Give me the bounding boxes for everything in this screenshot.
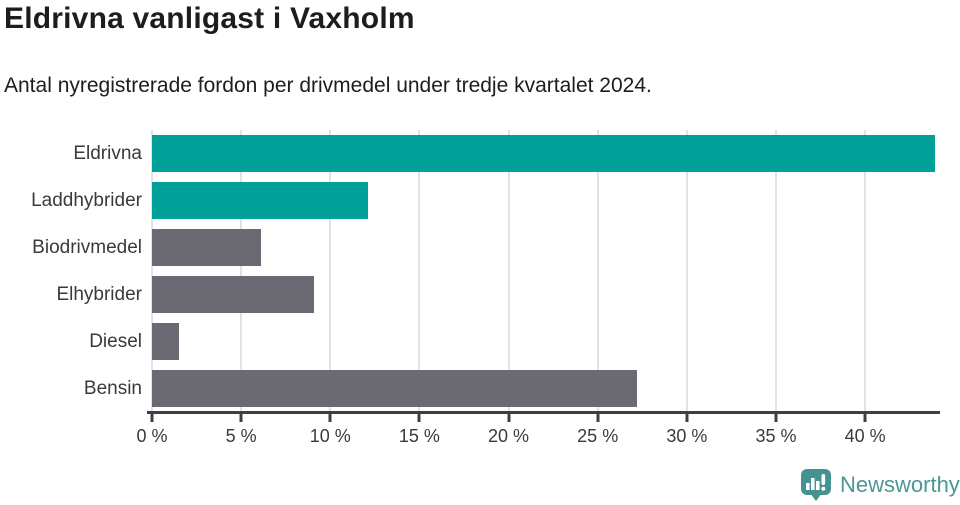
x-axis-tick xyxy=(150,414,154,422)
gridline xyxy=(507,130,510,412)
newsworthy-logo-text: Newsworthy xyxy=(840,472,960,497)
x-axis-tick xyxy=(417,414,421,422)
newsworthy-logo: Newsworthy xyxy=(800,468,960,502)
bar xyxy=(152,276,315,313)
x-axis-tick-label: 15 % xyxy=(398,426,440,446)
chart-title: Eldrivna vanligast i Vaxholm xyxy=(4,2,415,35)
bar xyxy=(152,135,935,172)
gridline xyxy=(774,130,777,412)
gridline xyxy=(329,130,332,412)
x-axis-tick-label: 40 % xyxy=(844,426,886,446)
category-label: Diesel xyxy=(89,330,142,352)
category-label: Eldrivna xyxy=(73,142,142,164)
gridline xyxy=(418,130,421,412)
x-axis-tick xyxy=(239,414,243,422)
x-axis-tick xyxy=(596,414,600,422)
x-axis-tick-label: 30 % xyxy=(666,426,708,446)
x-axis-tick-label: 20 % xyxy=(488,426,530,446)
gridline xyxy=(596,130,599,412)
category-label: Biodrivmedel xyxy=(32,236,142,258)
plot-area xyxy=(151,130,940,412)
x-axis-tick xyxy=(774,414,778,422)
bar xyxy=(152,229,261,266)
bar-row: Laddhybrider xyxy=(0,177,940,224)
x-axis-tick xyxy=(863,414,867,422)
bar-row: Bensin xyxy=(0,365,940,412)
bar xyxy=(152,323,179,360)
category-label: Laddhybrider xyxy=(31,189,142,211)
x-axis-tick-label: 10 % xyxy=(309,426,351,446)
x-axis-tick xyxy=(685,414,689,422)
bar-row: Diesel xyxy=(0,318,940,365)
gridline xyxy=(685,130,688,412)
bar-chart: Eldrivna Laddhybrider Biodrivmedel Elhybrid… xyxy=(0,130,940,446)
bar-row: Eldrivna xyxy=(0,130,940,177)
gridline xyxy=(151,130,153,412)
gridline xyxy=(240,130,243,412)
bar-row: Biodrivmedel xyxy=(0,224,940,271)
x-axis-tick-label: 0 % xyxy=(136,426,168,446)
x-axis-tick xyxy=(328,414,332,422)
chart-subtitle: Antal nyregistrerade fordon per drivmede… xyxy=(4,74,652,97)
category-label: Elhybrider xyxy=(56,283,142,305)
x-axis-tick-label: 5 % xyxy=(225,426,257,446)
x-axis-tick xyxy=(507,414,511,422)
bar xyxy=(152,370,637,407)
category-label: Bensin xyxy=(83,377,142,399)
newsworthy-logo-icon xyxy=(800,468,832,502)
x-axis-line xyxy=(147,411,940,414)
bar xyxy=(152,182,368,219)
x-axis-tick-label: 35 % xyxy=(755,426,797,446)
bar-row: Elhybrider xyxy=(0,271,940,318)
gridline xyxy=(864,130,867,412)
x-axis-tick-label: 25 % xyxy=(577,426,619,446)
